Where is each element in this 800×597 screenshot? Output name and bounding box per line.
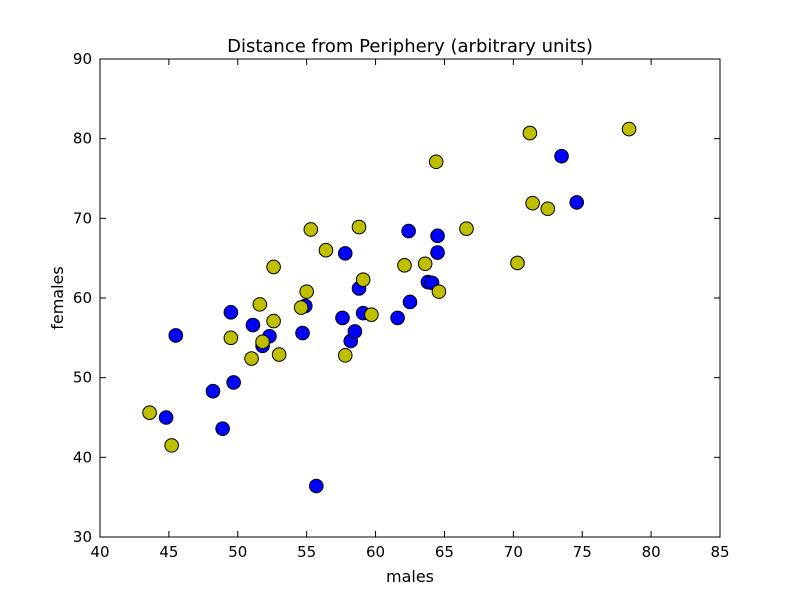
data-point-series-0 (402, 294, 418, 310)
x-tick-label: 85 (710, 543, 729, 561)
data-point-series-0 (390, 310, 405, 326)
data-point-series-0 (569, 195, 585, 210)
data-point-series-1 (164, 438, 179, 453)
data-point-series-1 (255, 334, 270, 350)
data-point-series-0 (226, 375, 241, 390)
data-point-series-0 (223, 305, 239, 320)
data-point-series-1 (621, 121, 637, 137)
data-point-series-1 (459, 221, 474, 236)
data-point-series-1 (417, 256, 433, 272)
points-layer (142, 121, 637, 494)
x-tick-label: 40 (90, 543, 109, 561)
data-point-series-0 (158, 410, 174, 425)
data-point-series-0 (295, 325, 310, 341)
data-point-series-1 (351, 219, 367, 235)
y-tick-label: 70 (73, 209, 92, 227)
y-axis-label: females (48, 266, 67, 330)
x-axis-label: males (386, 567, 434, 586)
data-point-series-1 (303, 222, 319, 237)
x-tick-label: 70 (504, 543, 523, 561)
data-point-series-0 (430, 228, 445, 244)
x-tick-label: 60 (366, 543, 385, 561)
x-tick-label: 75 (573, 543, 592, 561)
x-tick-label: 80 (642, 543, 661, 561)
data-point-series-1 (337, 348, 353, 363)
data-point-series-0 (335, 310, 350, 326)
y-tick-label: 50 (73, 369, 92, 387)
data-point-series-0 (347, 324, 363, 339)
x-tick-label: 65 (435, 543, 454, 561)
data-point-series-1 (540, 201, 556, 217)
x-tick-label: 50 (228, 543, 247, 561)
data-point-series-1 (364, 307, 379, 323)
y-tick-label: 80 (73, 130, 92, 148)
data-point-series-0 (337, 246, 353, 261)
data-point-series-0 (245, 317, 261, 333)
data-point-series-1 (299, 284, 314, 299)
y-tick-label: 30 (73, 528, 92, 546)
data-point-series-1 (428, 154, 444, 170)
data-point-series-1 (431, 284, 447, 299)
data-point-series-1 (293, 300, 309, 315)
data-point-series-0 (205, 383, 221, 399)
data-point-series-1 (142, 405, 157, 421)
x-tick-label: 45 (159, 543, 178, 561)
y-tick-label: 60 (73, 289, 92, 307)
data-point-series-0 (215, 421, 230, 436)
x-tick-label: 55 (297, 543, 316, 561)
data-point-series-1 (522, 125, 538, 141)
y-tick-label: 90 (73, 50, 92, 68)
y-tick-label: 40 (73, 448, 92, 466)
data-point-series-1 (397, 258, 412, 273)
data-point-series-1 (244, 351, 259, 366)
data-point-series-0 (168, 328, 184, 343)
data-point-series-1 (355, 272, 371, 287)
data-point-series-1 (252, 297, 268, 312)
data-point-series-1 (510, 255, 525, 271)
data-point-series-1 (266, 259, 281, 275)
data-point-series-0 (554, 148, 569, 164)
data-point-series-1 (525, 195, 540, 211)
data-point-series-0 (430, 245, 445, 260)
data-point-series-1 (318, 242, 334, 258)
chart-title: Distance from Periphery (arbitrary units… (227, 36, 593, 57)
data-point-series-0 (401, 223, 416, 239)
data-point-series-0 (309, 478, 324, 494)
data-point-series-1 (266, 313, 281, 329)
data-point-series-1 (223, 330, 239, 346)
data-point-series-1 (271, 347, 287, 362)
